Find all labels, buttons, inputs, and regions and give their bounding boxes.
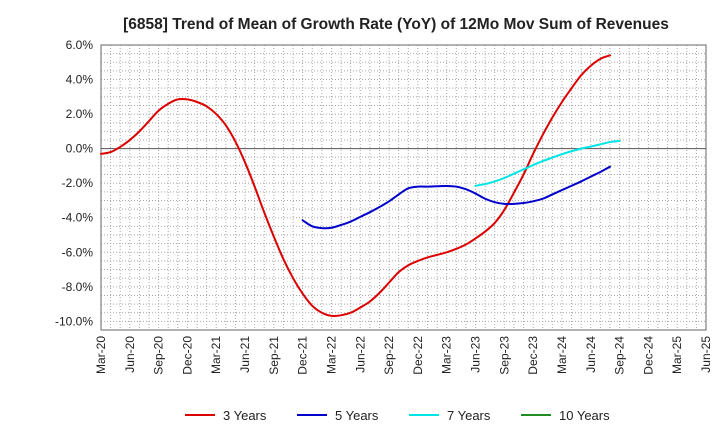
x-tick-label: Mar-20 — [94, 336, 108, 374]
series-line-5-years — [301, 165, 611, 230]
x-tick-label: Dec-20 — [180, 336, 194, 375]
x-tick-label: Jun-21 — [238, 336, 252, 373]
y-tick-label: -4.0% — [62, 211, 94, 225]
y-tick-label: 4.0% — [66, 73, 94, 87]
legend-label-5-years: 5 Years — [335, 408, 379, 423]
chart-title: [6858] Trend of Mean of Growth Rate (YoY… — [123, 16, 669, 33]
x-tick-label: Dec-24 — [641, 336, 655, 375]
y-tick-label: 6.0% — [66, 38, 94, 52]
x-tick-labels: Mar-20 Jun-20 Sep-20 Dec-20 Mar-21 Jun-21 Sep-… — [94, 336, 713, 375]
x-tick-label: Dec-23 — [526, 336, 540, 375]
series-lines — [100, 54, 621, 318]
x-tick-label: Jun-20 — [123, 336, 137, 373]
plot-frame — [100, 44, 707, 331]
y-tick-label: -6.0% — [62, 245, 94, 259]
legend-label-10-years: 10 Years — [559, 408, 610, 423]
x-tick-label: Sep-24 — [613, 336, 627, 375]
y-tick-label: 2.0% — [66, 107, 94, 121]
x-tick-label: Sep-23 — [497, 336, 511, 375]
x-tick-label: Sep-21 — [267, 336, 281, 375]
x-tick-label: Jun-24 — [584, 336, 598, 373]
x-tick-label: Mar-22 — [324, 336, 338, 374]
x-tick-label: Jun-23 — [469, 336, 483, 373]
legend-label-3-years: 3 Years — [223, 408, 267, 423]
y-tick-labels: 6.0% 4.0% 2.0% 0.0% -2.0% -4.0% -6.0% -8.0% -10.… — [55, 38, 93, 328]
series-line-3-years — [100, 54, 611, 318]
y-tick-label: -2.0% — [62, 176, 94, 190]
x-tick-label: Sep-22 — [382, 336, 396, 375]
y-tick-label: 0.0% — [66, 142, 94, 156]
legend-label-7-years: 7 Years — [447, 408, 491, 423]
x-tick-label: Dec-22 — [411, 336, 425, 375]
x-tick-label: Mar-23 — [440, 336, 454, 374]
x-tick-label: Mar-25 — [670, 336, 684, 374]
legend: 3 Years 5 Years 7 Years 10 Years — [185, 408, 610, 423]
y-tick-label: -8.0% — [62, 280, 94, 294]
y-tick-label: -10.0% — [55, 314, 93, 328]
x-tick-label: Mar-21 — [209, 336, 223, 374]
x-tick-label: Mar-24 — [555, 336, 569, 374]
grid — [101, 44, 706, 331]
x-tick-label: Dec-21 — [296, 336, 310, 375]
x-tick-label: Jun-25 — [699, 336, 713, 373]
x-tick-label: Jun-22 — [353, 336, 367, 373]
axes — [100, 44, 707, 331]
plot-area — [101, 45, 706, 330]
x-tick-label: Sep-20 — [152, 336, 166, 375]
series-line-7-years — [474, 139, 621, 187]
